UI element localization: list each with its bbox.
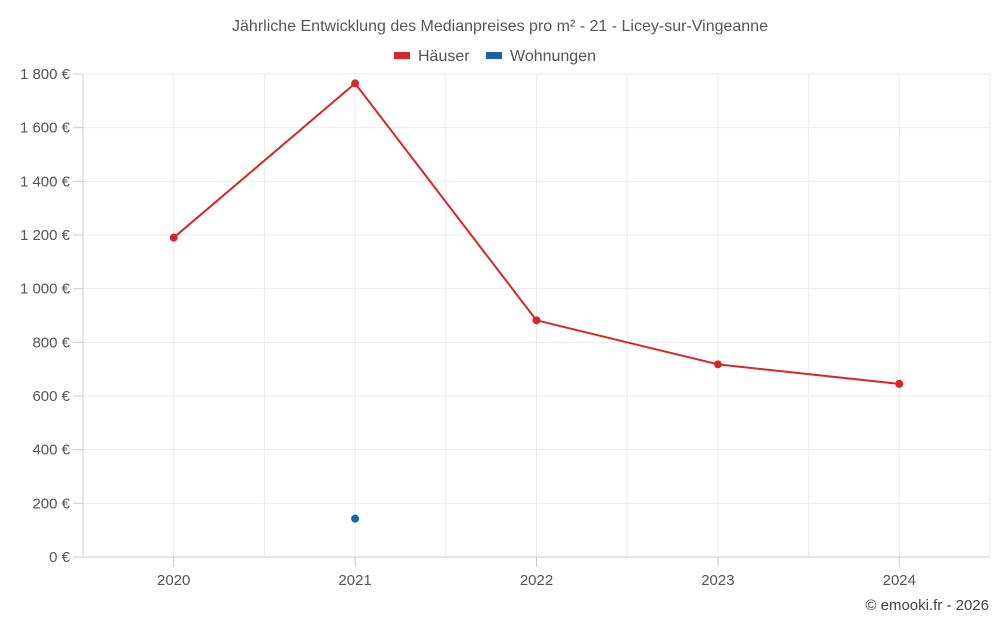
credit-text: © emooki.fr - 2026 [865, 597, 989, 614]
axes [73, 73, 990, 567]
y-tick-label: 600 € [32, 388, 70, 405]
legend-swatch-haeuser [394, 52, 410, 59]
legend-item-haeuser[interactable]: Häuser [394, 48, 470, 65]
x-tick-label: 2023 [701, 572, 734, 589]
series [169, 79, 904, 523]
data-point-haeuser [532, 316, 541, 325]
legend: Häuser Wohnungen [394, 48, 596, 65]
y-tick-label: 1 000 € [20, 281, 71, 298]
data-point-haeuser [895, 379, 904, 388]
legend-label-wohnungen: Wohnungen [510, 48, 596, 65]
y-tick-label: 0 € [49, 549, 71, 566]
legend-item-wohnungen[interactable]: Wohnungen [486, 48, 596, 65]
y-tick-label: 1 800 € [20, 66, 71, 83]
y-tick-label: 400 € [32, 442, 70, 459]
legend-swatch-wohnungen [486, 52, 502, 59]
grid [82, 73, 991, 557]
chart-title: Jährliche Entwicklung des Medianpreises … [232, 18, 768, 35]
data-point-haeuser [351, 79, 360, 88]
data-point-wohnungen [351, 514, 360, 523]
y-tick-label: 200 € [32, 495, 70, 512]
x-tick-label: 2020 [157, 572, 190, 589]
x-tick-label: 2021 [338, 572, 371, 589]
x-tick-label: 2022 [520, 572, 553, 589]
data-point-haeuser [169, 233, 178, 242]
y-tick-label: 1 600 € [20, 120, 71, 137]
y-tick-label: 800 € [32, 334, 70, 351]
y-tick-label: 1 400 € [20, 173, 71, 190]
x-axis-labels: 2020 2021 2022 2023 2024 [157, 572, 916, 589]
y-axis-labels: 0 € 200 € 400 € 600 € 800 € 1 000 € 1 200 € 1 4… [20, 66, 71, 566]
x-tick-label: 2024 [883, 572, 916, 589]
y-tick-label: 1 200 € [20, 227, 71, 244]
data-point-haeuser [713, 360, 722, 369]
legend-label-haeuser: Häuser [418, 48, 470, 65]
